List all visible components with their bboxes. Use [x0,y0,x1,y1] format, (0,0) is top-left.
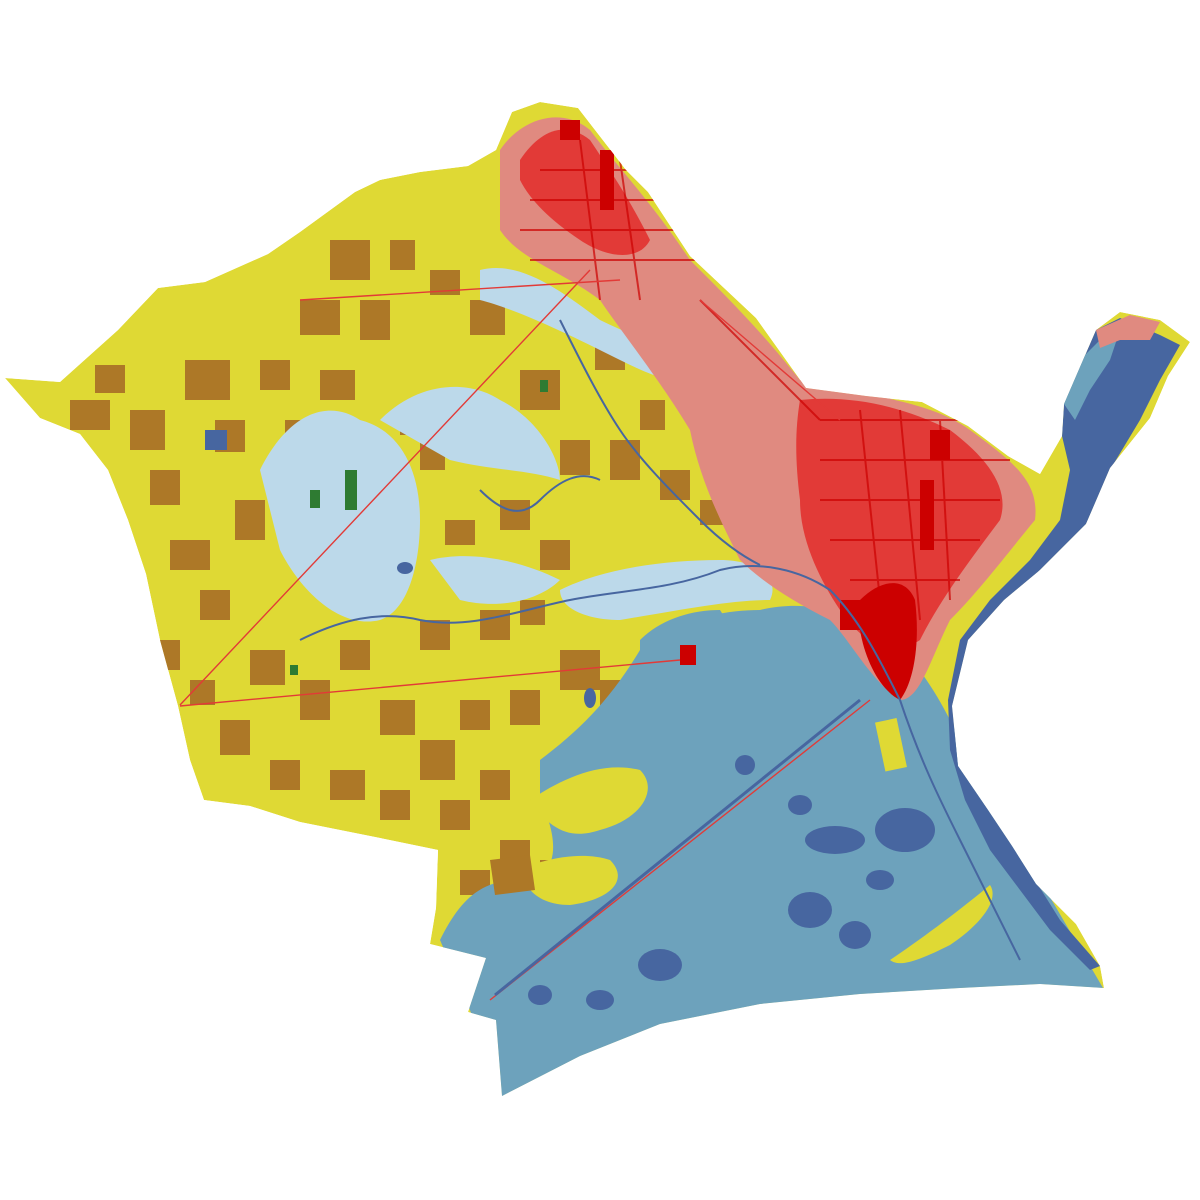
rivers [299,319,1021,961]
roads [179,269,871,1001]
bay-north-urban [1096,315,1160,348]
forest-patches [290,380,548,675]
lakes [205,430,935,1010]
agriculture-intrusions [490,718,993,964]
bay-shoreline-land [1064,330,1120,420]
emergent-wetland-region [440,605,1110,1096]
intracoastal-waterway [494,698,861,997]
bay-water [948,318,1180,970]
